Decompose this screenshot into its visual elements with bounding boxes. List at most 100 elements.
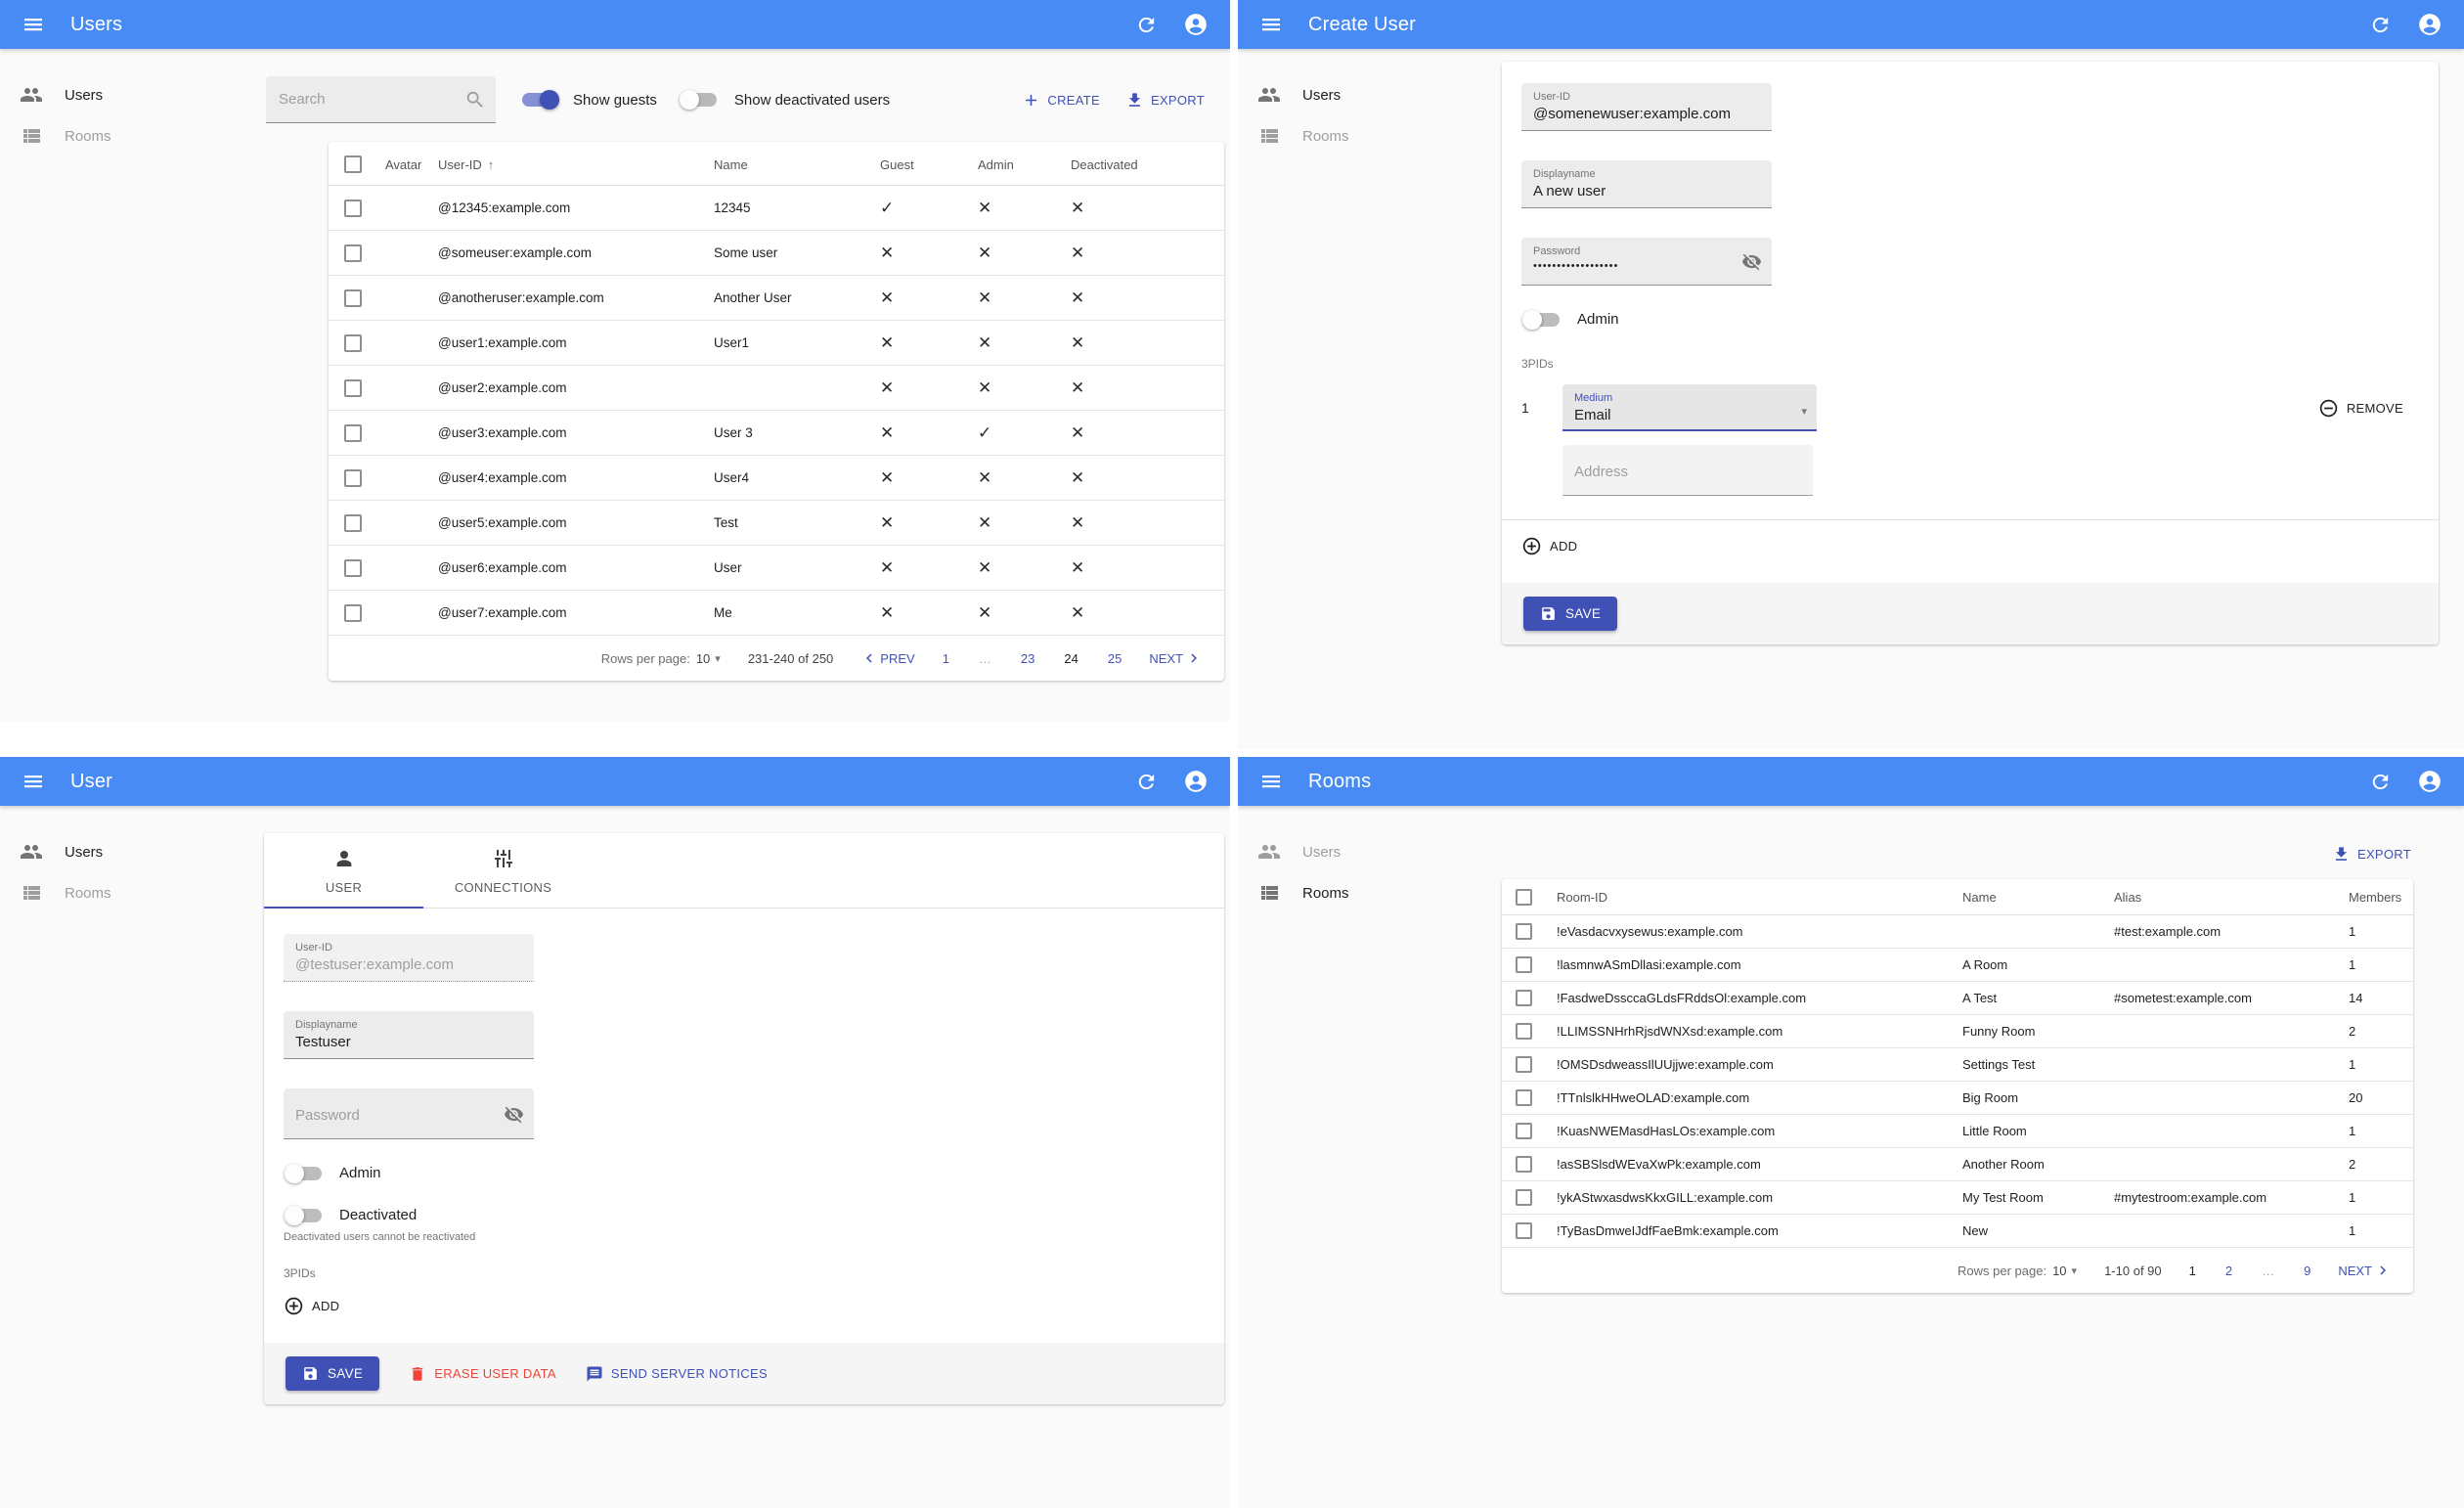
page-number[interactable]: 1 xyxy=(942,650,949,666)
refresh-icon[interactable] xyxy=(2369,14,2392,36)
erase-user-data-button[interactable]: ERASE USER DATA xyxy=(409,1365,556,1383)
sidebar-item-rooms[interactable]: Rooms xyxy=(1238,115,1502,156)
remove-threepid-button[interactable]: REMOVE xyxy=(2318,398,2403,419)
select-all-checkbox[interactable] xyxy=(344,155,362,173)
refresh-icon[interactable] xyxy=(2369,771,2392,793)
account-icon[interactable] xyxy=(2417,769,2442,794)
user-id-cell[interactable]: @12345:example.com xyxy=(430,185,706,231)
user-id-cell[interactable]: @user5:example.com xyxy=(430,500,706,546)
row-checkbox[interactable] xyxy=(344,378,362,397)
column-header-name[interactable]: Name xyxy=(1955,879,2106,915)
save-button[interactable]: SAVE xyxy=(286,1356,380,1391)
table-row[interactable]: !ykAStwxasdwsKkxGILL:example.com My Test … xyxy=(1502,1180,2413,1215)
page-number[interactable]: 23 xyxy=(1020,650,1035,666)
menu-icon[interactable] xyxy=(1259,770,1283,793)
address-input[interactable] xyxy=(1574,464,1801,480)
displayname-field[interactable]: Displayname A new user xyxy=(1521,160,1772,208)
row-checkbox[interactable] xyxy=(1516,990,1532,1006)
table-row[interactable]: @user3:example.com User 3 ✕ ✓ ✕ xyxy=(329,410,1224,456)
table-row[interactable]: @user7:example.com Me ✕ ✕ ✕ xyxy=(329,590,1224,636)
user-id-cell[interactable]: @user1:example.com xyxy=(430,320,706,366)
toggle-switch[interactable] xyxy=(679,90,717,110)
user-id-cell[interactable]: @user3:example.com xyxy=(430,410,706,456)
room-id-cell[interactable]: !TyBasDmweIJdfFaeBmk:example.com xyxy=(1549,1214,1955,1248)
table-row[interactable]: @user1:example.com User1 ✕ ✕ ✕ xyxy=(329,320,1224,366)
export-button[interactable]: EXPORT xyxy=(2332,845,2411,864)
row-checkbox[interactable] xyxy=(344,468,362,487)
room-id-cell[interactable]: !FasdweDssccaGLdsFRddsOl:example.com xyxy=(1549,981,1955,1015)
table-row[interactable]: !FasdweDssccaGLdsFRddsOl:example.com A Te… xyxy=(1502,981,2413,1015)
search-input[interactable] xyxy=(266,76,496,122)
row-checkbox[interactable] xyxy=(1516,1056,1532,1073)
next-button[interactable]: NEXT xyxy=(1149,649,1203,667)
table-row[interactable]: @anotheruser:example.com Another User ✕ ✕ ✕ xyxy=(329,275,1224,321)
sidebar-item-users[interactable]: Users xyxy=(1238,74,1502,115)
rows-per-page-select[interactable]: 10 ▾ xyxy=(2052,1263,2078,1278)
sidebar-item-rooms[interactable]: Rooms xyxy=(0,115,264,156)
user-id-cell[interactable]: @user6:example.com xyxy=(430,545,706,591)
sidebar-item-rooms[interactable]: Rooms xyxy=(1238,872,1502,913)
row-checkbox[interactable] xyxy=(344,513,362,532)
room-id-cell[interactable]: !eVasdacvxysewus:example.com xyxy=(1549,914,1955,949)
column-header-members[interactable]: Members xyxy=(2341,879,2413,915)
account-icon[interactable] xyxy=(2417,12,2442,37)
add-threepid-button[interactable]: ADD xyxy=(1521,536,1577,556)
table-row[interactable]: !TyBasDmweIJdfFaeBmk:example.com New 1 xyxy=(1502,1214,2413,1248)
user-id-cell[interactable]: @user4:example.com xyxy=(430,455,706,501)
row-checkbox[interactable] xyxy=(1516,1123,1532,1139)
row-checkbox[interactable] xyxy=(1516,1089,1532,1106)
table-row[interactable]: @user4:example.com User4 ✕ ✕ ✕ xyxy=(329,455,1224,501)
table-row[interactable]: !LLIMSSNHrhRjsdWNXsd:example.com Funny Ro… xyxy=(1502,1014,2413,1048)
toggle-switch[interactable] xyxy=(522,90,559,110)
table-row[interactable]: !KuasNWEMasdHasLOs:example.com Little Roo… xyxy=(1502,1114,2413,1148)
column-header-user-id[interactable]: User-ID ↑ xyxy=(430,142,706,186)
save-button[interactable]: SAVE xyxy=(1523,597,1618,631)
row-checkbox[interactable] xyxy=(344,199,362,217)
medium-select[interactable]: Medium Email ▾ xyxy=(1562,384,1817,431)
menu-icon[interactable] xyxy=(1259,13,1283,36)
password-input[interactable] xyxy=(295,1107,522,1124)
next-button[interactable]: NEXT xyxy=(2338,1262,2392,1279)
room-id-cell[interactable]: !lasmnwASmDllasi:example.com xyxy=(1549,948,1955,982)
table-row[interactable]: !lasmnwASmDllasi:example.com A Room 1 xyxy=(1502,948,2413,982)
add-threepid-button[interactable]: ADD xyxy=(284,1296,339,1316)
column-header-alias[interactable]: Alias xyxy=(2106,879,2341,915)
table-row[interactable]: @someuser:example.com Some user ✕ ✕ ✕ xyxy=(329,230,1224,276)
user-id-cell[interactable]: @someuser:example.com xyxy=(430,230,706,276)
user-id-field[interactable]: User-ID @somenewuser:example.com xyxy=(1521,83,1772,131)
room-id-cell[interactable]: !asSBSlsdWEvaXwPk:example.com xyxy=(1549,1147,1955,1181)
menu-icon[interactable] xyxy=(22,770,45,793)
row-checkbox[interactable] xyxy=(344,333,362,352)
row-checkbox[interactable] xyxy=(344,244,362,262)
page-number[interactable]: 1 xyxy=(2188,1263,2196,1278)
column-header-name[interactable]: Name xyxy=(706,142,872,186)
admin-toggle[interactable]: Admin xyxy=(1521,309,2417,330)
show-guests-toggle[interactable]: Show guests xyxy=(517,90,657,110)
room-id-cell[interactable]: !KuasNWEMasdHasLOs:example.com xyxy=(1549,1114,1955,1148)
page-number[interactable]: 25 xyxy=(1107,650,1122,666)
admin-toggle[interactable]: Admin xyxy=(284,1163,1203,1183)
column-header-room-id[interactable]: Room-ID xyxy=(1549,879,1955,915)
column-header-deactivated[interactable]: Deactivated xyxy=(1063,142,1224,186)
user-id-cell[interactable]: @anotheruser:example.com xyxy=(430,275,706,321)
menu-icon[interactable] xyxy=(22,13,45,36)
tab-connections[interactable]: CONNECTIONS xyxy=(423,833,583,908)
table-row[interactable]: @user5:example.com Test ✕ ✕ ✕ xyxy=(329,500,1224,546)
row-checkbox[interactable] xyxy=(344,288,362,307)
toggle-switch[interactable] xyxy=(1522,309,1560,330)
prev-button[interactable]: PREV xyxy=(860,649,915,667)
password-field[interactable]: Password •••••••••••••••••• xyxy=(1521,238,1772,286)
select-all-checkbox[interactable] xyxy=(1516,889,1532,906)
refresh-icon[interactable] xyxy=(1135,771,1158,793)
tab-user[interactable]: USER xyxy=(264,833,423,909)
export-button[interactable]: EXPORT xyxy=(1125,91,1205,110)
table-row[interactable]: !OMSDsdweassIlUUjjwe:example.com Settings… xyxy=(1502,1047,2413,1082)
deactivated-toggle[interactable]: Deactivated xyxy=(284,1205,1203,1225)
room-id-cell[interactable]: !LLIMSSNHrhRjsdWNXsd:example.com xyxy=(1549,1014,1955,1048)
toggle-switch[interactable] xyxy=(285,1205,322,1225)
table-row[interactable]: @user6:example.com User ✕ ✕ ✕ xyxy=(329,545,1224,591)
table-row[interactable]: !eVasdacvxysewus:example.com #test:exampl… xyxy=(1502,914,2413,949)
user-id-cell[interactable]: @user2:example.com xyxy=(430,365,706,411)
page-number[interactable]: 24 xyxy=(1064,650,1078,666)
row-checkbox[interactable] xyxy=(1516,956,1532,973)
